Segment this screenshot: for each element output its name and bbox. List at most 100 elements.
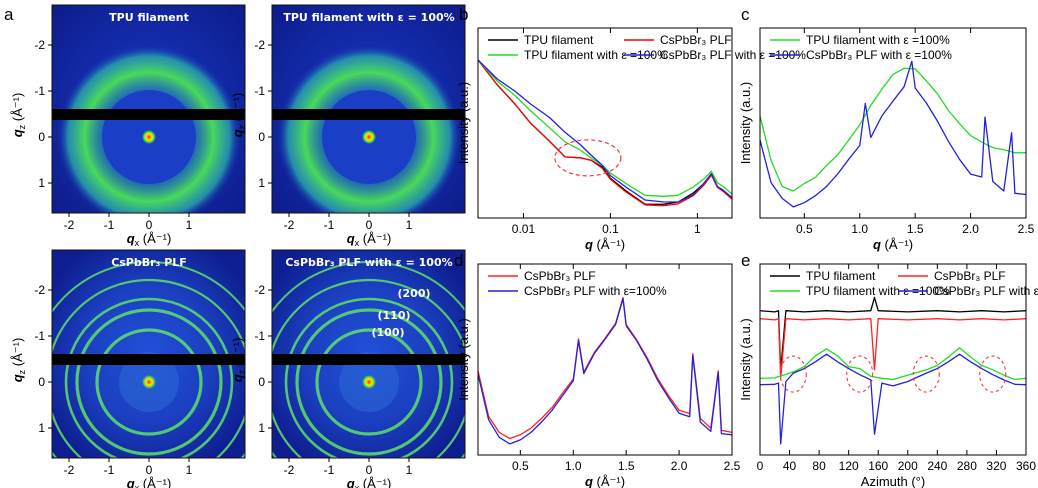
x-axis-label: qx (Å⁻¹) <box>347 476 392 488</box>
x-tick-label: -1 <box>324 218 335 232</box>
panel-label-a: a <box>4 5 14 24</box>
x-tick-label: 1 <box>694 222 701 236</box>
image-title: CsPbBr₃ PLF with ε = 100% <box>285 256 452 269</box>
x-tick-label: 280 <box>957 459 977 473</box>
x-tick-label: -2 <box>284 218 295 232</box>
diffraction-ring-4 <box>75 308 223 456</box>
x-tick-label: 240 <box>927 459 947 473</box>
panel-e: 0 40 80 120 160 200 240 280 320 360 Azimuth (°) Int… <box>738 263 1038 488</box>
axes-frame <box>477 263 733 456</box>
x-tick-label: 0 <box>366 218 373 232</box>
axes-frame <box>477 27 733 219</box>
y-tick-label: 0 <box>38 130 45 144</box>
x-tick-label: 1.5 <box>907 222 924 236</box>
y-axis-label: Intensity (a.u.) <box>456 318 471 400</box>
series-line-4 <box>760 353 1026 445</box>
panel-a: TPU filament -2 -1 0 1 -2 -1 0 1 qx (Å⁻¹) qz (Å⁻¹)… <box>10 4 466 488</box>
scattering-image-2: TPU filament with ε = 100% -2 -1 0 1 -2 -1 0 1 qx… <box>230 4 466 248</box>
x-tick-label: 1.0 <box>565 459 582 473</box>
scattering-image-3: CsPbBr₃ PLF -2 -1 0 1 -2 -1 0 1 qx (Å⁻¹) qz (Å⁻¹) <box>10 249 246 488</box>
y-tick-label: 1 <box>38 421 45 435</box>
x-axis-label: q (Å⁻¹) <box>873 237 913 252</box>
y-tick-label: 1 <box>258 421 265 435</box>
legend-label: CsPbBr₃ PLF <box>524 269 596 283</box>
axes-frame <box>759 27 1027 219</box>
x-axis-label: qx (Å⁻¹) <box>127 476 172 488</box>
y-tick-label: 0 <box>258 130 265 144</box>
x-axis-label: qx (Å⁻¹) <box>127 231 172 248</box>
diffraction-ring-3 <box>64 297 234 458</box>
legend-label: TPU filament with ε =100% <box>806 33 950 47</box>
y-tick-label: -1 <box>34 84 45 98</box>
x-tick-label: 2.5 <box>1018 222 1035 236</box>
y-tick-label: -2 <box>254 283 265 297</box>
plot-area <box>478 296 732 445</box>
x-tick-label: -2 <box>64 463 75 477</box>
x-tick-label: -2 <box>64 218 75 232</box>
y-tick-label: -1 <box>34 329 45 343</box>
beamstop-bar <box>272 354 465 365</box>
scattering-image-4: CsPbBr₃ PLF with ε = 100% (200) (110) (100)… <box>230 249 466 488</box>
diffraction-ring-5 <box>95 328 203 436</box>
series-line-3 <box>760 347 1026 381</box>
x-tick-label: 120 <box>839 459 859 473</box>
beamstop-bar <box>272 109 465 120</box>
axes-frame <box>759 263 1027 456</box>
x-tick-label: 0 <box>757 459 764 473</box>
x-tick-label: 1 <box>186 463 193 477</box>
legend-label: CsPbBr₃ PLF with ε=100% <box>524 284 667 298</box>
x-axis-label: qx (Å⁻¹) <box>347 231 392 248</box>
x-tick-label: 80 <box>812 459 826 473</box>
y-axis-label: qz (Å⁻¹) <box>230 338 247 383</box>
panel-label-c: c <box>741 5 750 24</box>
beamstop-bar <box>52 109 245 120</box>
legend-label: CsPbBr₃ PLF with ε =100% <box>934 284 1038 298</box>
panel-c: 0.5 1.0 1.5 2.0 2.5 q (Å⁻¹) Intensity (a.u.) TP… <box>738 27 1035 252</box>
diffraction-ring-5 <box>315 328 423 436</box>
x-axis-label: Azimuth (°) <box>861 474 925 488</box>
x-tick-label: 1 <box>186 218 193 232</box>
legend-label: CsPbBr₃ PLF <box>660 33 732 47</box>
x-tick-label: 2.0 <box>671 459 688 473</box>
series-line-2 <box>478 59 732 207</box>
y-tick-label: -2 <box>34 38 45 52</box>
x-tick-label: 0.1 <box>602 222 619 236</box>
x-tick-label: 0 <box>146 218 153 232</box>
x-tick-label: 360 <box>1016 459 1036 473</box>
plot-area <box>478 59 732 207</box>
x-tick-label: -1 <box>104 218 115 232</box>
annotation-ellipse <box>554 139 622 177</box>
legend-label: TPU filament with ε =100% <box>524 48 668 62</box>
annotation-ellipse <box>779 355 807 393</box>
series-line-2 <box>760 60 1026 208</box>
panel-label-b: b <box>459 5 468 24</box>
y-tick-label: -1 <box>254 84 265 98</box>
diffraction-ring-4 <box>295 308 443 456</box>
x-tick-label: 200 <box>898 459 918 473</box>
x-tick-label: 1 <box>406 218 413 232</box>
plot-area <box>760 296 1026 445</box>
panel-label-e: e <box>741 251 750 270</box>
x-tick-label: -1 <box>324 463 335 477</box>
image-title: TPU filament with ε = 100% <box>283 11 454 24</box>
legend-label: CsPbBr₃ PLF with ε =100% <box>660 48 806 62</box>
legend-label: TPU filament <box>524 33 594 47</box>
y-tick-label: 0 <box>38 375 45 389</box>
x-axis-label: q (Å⁻¹) <box>585 237 625 252</box>
y-tick-label: -2 <box>34 283 45 297</box>
x-tick-label: 1 <box>406 463 413 477</box>
series-line-4 <box>478 59 732 203</box>
y-tick-label: 1 <box>38 176 45 190</box>
beam-center <box>142 130 156 144</box>
x-tick-label: 1.5 <box>618 459 635 473</box>
x-tick-label: 320 <box>986 459 1006 473</box>
y-axis-label: Intensity (a.u.) <box>738 318 753 400</box>
panel-d: 0.5 1.0 1.5 2.0 2.5 q (Å⁻¹) Intensity (a.u.) Cs… <box>456 263 741 488</box>
x-tick-label: 0 <box>366 463 373 477</box>
x-tick-label: -1 <box>104 463 115 477</box>
y-axis-label: qz (Å⁻¹) <box>230 93 247 138</box>
legend-label: CsPbBr₃ PLF with ε =100% <box>806 48 952 62</box>
annotation-ellipse <box>912 355 940 393</box>
beam-center <box>362 375 376 389</box>
image-title: CsPbBr₃ PLF <box>111 256 187 269</box>
